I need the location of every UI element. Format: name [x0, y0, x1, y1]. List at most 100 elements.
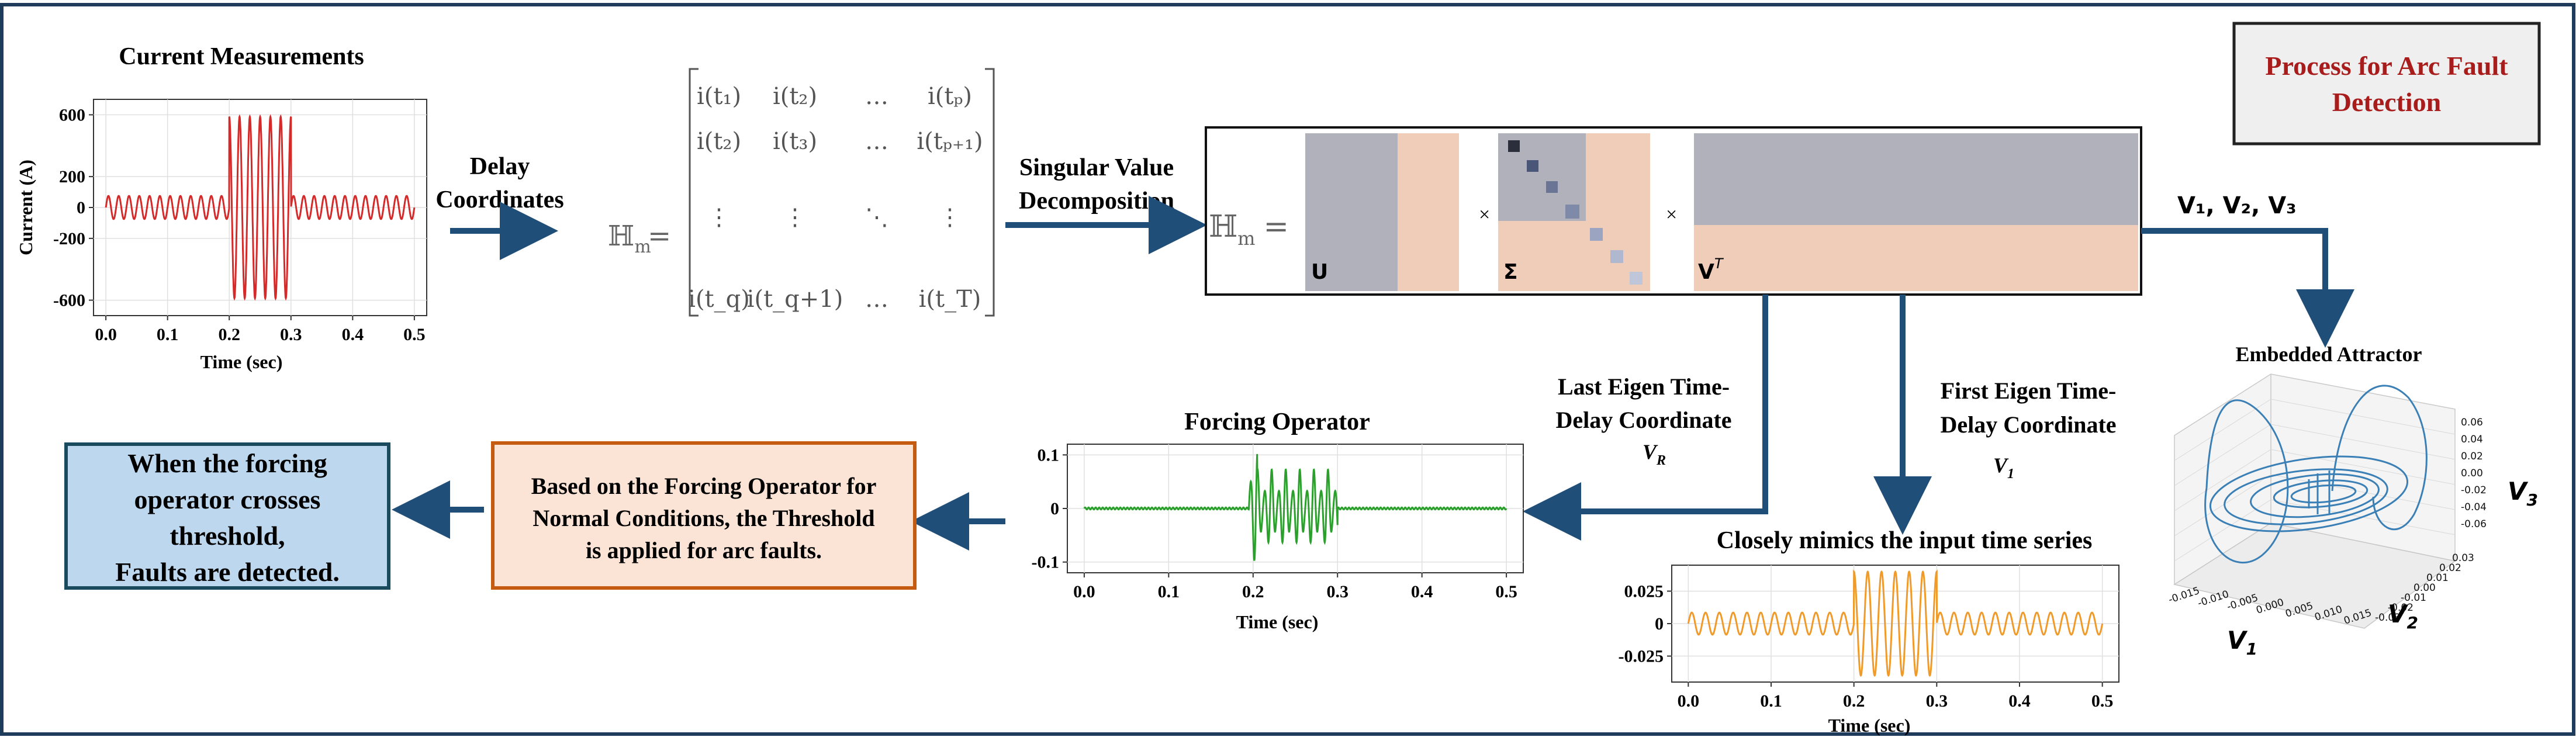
- svd-u-label: U: [1311, 260, 1328, 284]
- svd-sigma-bottom: [1498, 221, 1586, 291]
- forcing-xlabel: Time (sec): [1236, 611, 1319, 632]
- attractor-ytick-label: 0.01: [2426, 572, 2449, 584]
- title-box: Process for Arc Fault Detection: [2232, 22, 2541, 146]
- forcing-xtick-label: 0.1: [1158, 582, 1180, 601]
- mimic-ytick-label: 0: [1655, 614, 1664, 634]
- sigma-diag-4: [1565, 205, 1579, 219]
- hankel-cell: …: [865, 83, 888, 110]
- hankel-cell: i(t_q+1): [747, 286, 843, 313]
- attractor-loop: [2250, 473, 2380, 518]
- mimic-chart-title: Closely mimics the input time series: [1717, 527, 2093, 554]
- mimic-ytick-label: -0.025: [1619, 647, 1664, 666]
- attractor-v2-label: V2: [2388, 600, 2418, 632]
- sigma-diag-3: [1546, 181, 1558, 193]
- hankel-matrix: ℍm = i(t₁) i(t₂) … i(tₚ) i(t₂) i(t₃) … i…: [608, 68, 995, 317]
- attractor-loop: [2224, 468, 2388, 525]
- hankel-cell: …: [865, 128, 888, 155]
- attractor-gridline: [2174, 424, 2271, 486]
- title-line-1: Process for Arc Fault: [2265, 51, 2508, 81]
- title-line-2: Detection: [2332, 87, 2441, 117]
- forcing-chart-title: Forcing Operator: [1184, 409, 1370, 435]
- mimic-ytick-label: 0.025: [1624, 582, 1664, 601]
- attractor-ztick-label: -0.02: [2461, 485, 2487, 496]
- v123-label: V₁, V₂, V₃: [2177, 192, 2297, 219]
- forcing-ticks: 0.0 0.1 0.2 0.3 0.4 0.5 0.1 0 -0.1: [1032, 445, 1517, 601]
- forcing-xtick-label: 0.3: [1326, 582, 1348, 601]
- svd-label-1: Singular Value: [1019, 154, 1174, 181]
- hankel-cell: ⋮: [783, 204, 807, 231]
- hankel-cell: i(tₚ₊₁): [917, 128, 983, 155]
- hankel-cell: i(t₂): [697, 128, 741, 155]
- current-xtick-label: 0.0: [95, 325, 117, 344]
- mimic-xtick-label: 0.0: [1678, 691, 1700, 711]
- first-eigen-label-2: Delay Coordinate: [1940, 411, 2116, 438]
- attractor-ytick-label: -0.03: [2375, 612, 2401, 624]
- attractor-v3-label: V3: [2508, 477, 2538, 510]
- svd-label-2: Decomposition: [1019, 188, 1174, 214]
- hankel-cell: ⋱: [865, 204, 888, 231]
- attractor-gridline: [2270, 474, 2456, 510]
- attractor-ytick-label: 0.03: [2452, 552, 2474, 564]
- mimic-xtick-label: 0.2: [1843, 691, 1865, 711]
- attractor-grid: [2174, 399, 2456, 562]
- current-ytick-label: -200: [53, 229, 85, 248]
- svd-vt-label: VT: [1698, 255, 1724, 284]
- first-eigen-symbol: V1: [1993, 454, 2014, 482]
- attractor-ztick-label: 0.02: [2461, 451, 2483, 462]
- attractor-core: [2308, 470, 2330, 514]
- last-eigen-label-2: Delay Coordinate: [1555, 407, 1731, 433]
- threshold-line-3: is applied for arc faults.: [586, 537, 822, 563]
- attractor-v1-label: V1: [2227, 626, 2257, 659]
- current-xlabel: Time (sec): [200, 351, 283, 372]
- attractor-trajectory: [2204, 385, 2428, 563]
- current-ticks: 0.0 0.1 0.2 0.3 0.4 0.5 600 200 0 -200 -600: [53, 105, 426, 344]
- attractor-title: Embedded Attractor: [2236, 342, 2422, 366]
- threshold-line-2: Normal Conditions, the Threshold: [533, 505, 874, 531]
- current-xtick-label: 0.1: [157, 325, 179, 344]
- attractor-ztick-label: -0.06: [2461, 518, 2487, 530]
- current-chart-title: Current Measurements: [119, 43, 364, 70]
- hankel-right-bracket: [985, 68, 995, 317]
- forcing-ytick-label: 0.1: [1038, 445, 1060, 465]
- current-ytick-label: 600: [59, 105, 85, 124]
- hankel-cell: i(t_q): [688, 286, 750, 313]
- mimic-xlabel: Time (sec): [1828, 715, 1911, 736]
- current-xtick-label: 0.3: [280, 325, 302, 344]
- svd-times-1: ×: [1479, 204, 1490, 226]
- current-ylabel: Current (A): [15, 160, 36, 255]
- svd-sigma-side: [1586, 133, 1650, 291]
- svd-u-block: [1305, 133, 1398, 291]
- current-ytick-label: 0: [77, 198, 85, 217]
- forcing-ytick-label: 0: [1050, 499, 1059, 518]
- attractor-gridline: [2174, 399, 2271, 461]
- current-xtick-label: 0.2: [218, 325, 240, 344]
- attractor-ytick-label: -0.01: [2401, 592, 2426, 604]
- current-ytick-label: -600: [53, 291, 85, 310]
- sigma-diag-6: [1610, 250, 1623, 263]
- svd-times-2: ×: [1666, 204, 1677, 226]
- svd-vt-block: [1694, 133, 2138, 225]
- attractor-gridline: [2174, 474, 2271, 537]
- threshold-line-1: Based on the Forcing Operator for: [531, 473, 877, 499]
- hankel-cell: …: [865, 286, 888, 313]
- hankel-cell: i(tₚ): [928, 83, 972, 110]
- current-xtick-label: 0.5: [403, 325, 426, 344]
- forcing-xtick-label: 0.2: [1242, 582, 1264, 601]
- attractor-xtick-label: -0.015: [2167, 585, 2201, 606]
- sigma-diag-5: [1590, 228, 1603, 241]
- attractor-loop: [2273, 479, 2368, 508]
- forcing-signal-line: [1083, 454, 1507, 561]
- delay-label-2: Coordinates: [435, 186, 563, 213]
- sigma-diag-1: [1508, 140, 1520, 152]
- arrow-to-forcing: [1523, 295, 1768, 541]
- forcing-chart: Forcing Operator 0.0 0.1 0.2 0.3 0.4 0.5 0.1 0 -…: [1032, 409, 1524, 632]
- attractor-lobe-left: [2204, 399, 2289, 563]
- forcing-xtick-label: 0.4: [1411, 582, 1433, 601]
- hankel-cell: i(t_T): [919, 286, 981, 313]
- outer-frame: [0, 3, 2575, 736]
- detect-box: When the forcing operator crosses thresh…: [64, 442, 390, 590]
- last-eigen-label-1: Last Eigen Time-: [1558, 373, 1730, 400]
- attractor-loop: [2290, 484, 2357, 504]
- attractor-ztick-label: -0.04: [2461, 501, 2487, 513]
